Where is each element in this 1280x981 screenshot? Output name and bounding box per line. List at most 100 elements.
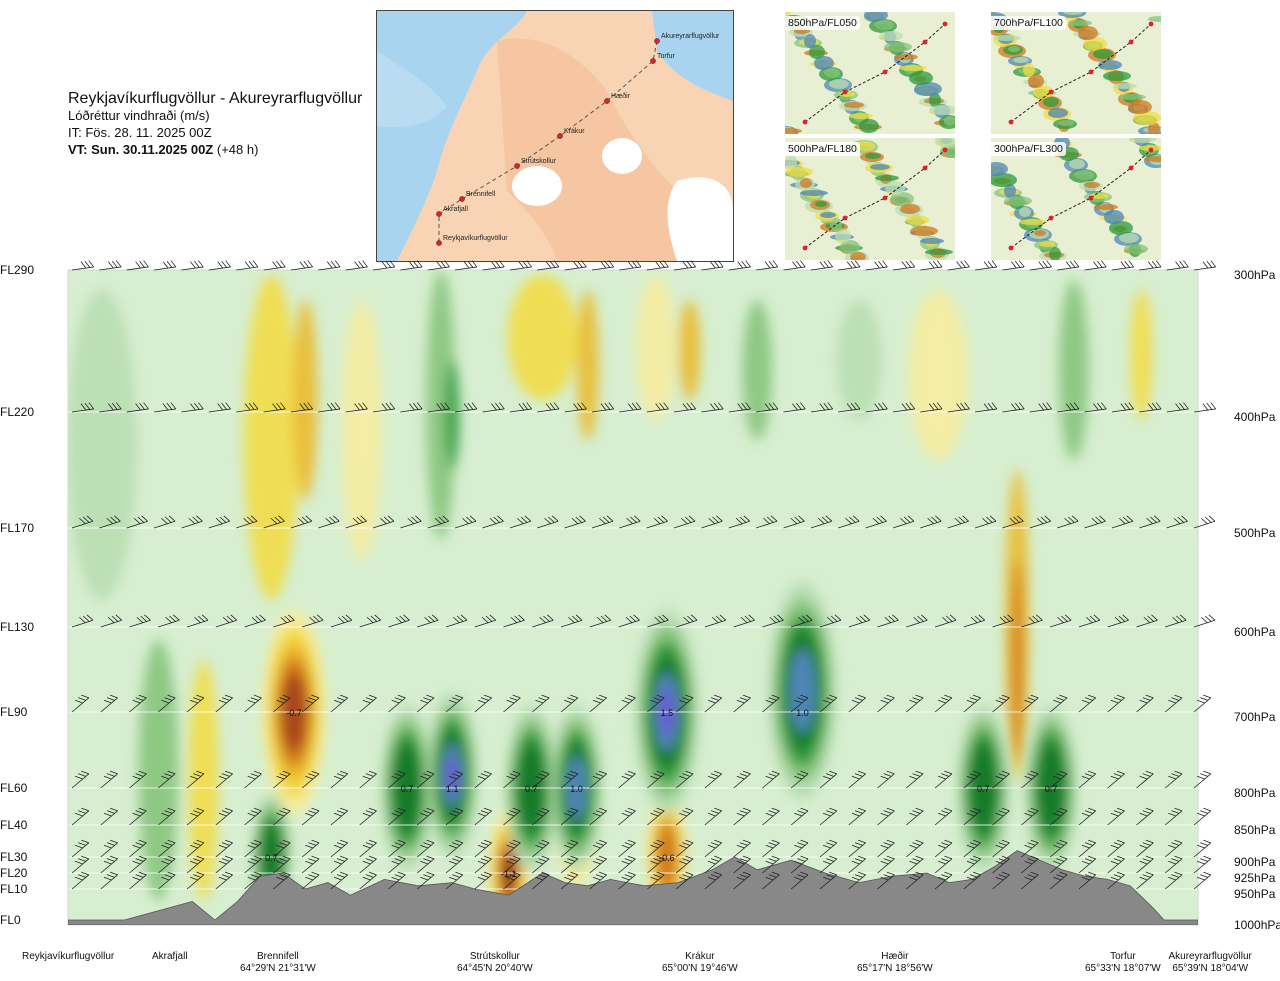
thumbnail-700[interactable]: 700hPa/FL100: [991, 12, 1161, 134]
wind-barb-icon: [345, 260, 368, 271]
wind-barb-icon: [865, 515, 887, 529]
wind-barb-icon: [532, 871, 550, 890]
wind-barb-icon: [400, 515, 422, 529]
wind-barb-icon: [877, 694, 895, 713]
wind-barb-icon: [790, 839, 809, 858]
contour-value-label: 0.7: [1045, 784, 1058, 794]
wind-barb-icon: [906, 839, 924, 858]
wind-barb-icon: [158, 807, 176, 826]
pressure-tick-label: 1000hPa: [1234, 918, 1280, 932]
fl-tick-label: FL40: [0, 818, 28, 832]
wind-barb-icon: [704, 694, 723, 713]
fl-tick-label: FL20: [0, 866, 28, 880]
fl-tick-label: FL130: [0, 620, 35, 634]
route-location-label: Akureyrarflugvöllur 65°39'N 18°04'W: [1169, 951, 1252, 975]
wind-barb-row: [71, 839, 1212, 858]
thumbnail-850[interactable]: 850hPa/FL050: [785, 12, 955, 134]
wind-barb-icon: [359, 807, 377, 826]
wind-barb-icon: [330, 871, 349, 890]
fl-tick-label: FL170: [0, 521, 35, 535]
field-band: [836, 300, 882, 420]
wind-barb-icon: [790, 855, 809, 874]
wind-barb-icon: [244, 807, 262, 826]
wind-barb-icon: [158, 871, 176, 890]
route-title: Reykjavíkurflugvöllur - Akureyrarflugvöl…: [68, 90, 363, 107]
wind-barb-icon: [1021, 839, 1039, 858]
wind-barb-icon: [920, 260, 943, 271]
wind-barb-icon: [503, 694, 521, 713]
wind-barb-icon: [244, 770, 262, 789]
field-band: [425, 270, 456, 540]
wind-barb-icon: [1136, 839, 1154, 858]
wind-barb-icon: [301, 694, 320, 713]
route-place-label: Hæðir: [611, 92, 631, 100]
wind-barb-icon: [560, 614, 583, 628]
wind-barb-icon: [372, 515, 395, 529]
wind-barb-icon: [71, 614, 94, 628]
route-place-label: Akureyrarflugvöllur: [661, 33, 720, 40]
wind-barb-icon: [619, 402, 642, 413]
location-coordinate: 65°00'N 19°46'W: [662, 963, 738, 974]
location-coordinate: 64°29'N 21°31'W: [240, 963, 316, 974]
wind-barb-icon: [819, 855, 838, 874]
wind-barb-icon: [388, 694, 406, 713]
wind-barb-icon: [388, 614, 410, 628]
location-name: Strútskollur: [469, 951, 520, 962]
wind-barb-icon: [208, 515, 230, 529]
wind-barb-icon: [186, 839, 205, 858]
wind-barb-icon: [947, 402, 970, 413]
wind-barb-icon: [1078, 807, 1097, 826]
wind-barb-icon: [215, 855, 233, 874]
wind-barb-icon: [676, 614, 698, 628]
field-band: [188, 660, 219, 900]
wind-barb-icon: [733, 694, 751, 713]
fl-tick-label: FL10: [0, 882, 28, 896]
route-place-label: Strútskollur: [521, 158, 557, 165]
wind-barb-icon: [848, 770, 866, 789]
wind-barb-icon: [783, 402, 806, 413]
wind-barb-icon: [427, 260, 450, 271]
wind-barb-icon: [158, 855, 176, 874]
wind-barb-icon: [1164, 839, 1183, 858]
valid-time-bold: VT: Sun. 30.11.2025 00Z: [68, 142, 214, 157]
route-place-label: Torfur: [657, 53, 676, 60]
wind-barb-icon: [1049, 839, 1068, 858]
wind-barb-icon: [675, 694, 694, 713]
wind-barb-icon: [359, 855, 377, 874]
thumbnail-label: 850hPa/FL050: [785, 16, 860, 30]
wind-barb-icon: [704, 871, 723, 890]
wind-barb-icon: [975, 402, 998, 413]
wind-barb-icon: [1050, 614, 1072, 628]
wind-barb-icon: [158, 694, 176, 713]
wind-barb-icon: [273, 694, 291, 713]
route-location-label: Akrafjall: [152, 951, 188, 963]
route-location-label: Strútskollur 64°45'N 20°40'W: [457, 951, 533, 975]
wind-barb-icon: [1084, 260, 1107, 271]
wind-barb-icon: [416, 871, 435, 890]
thumbnail-300[interactable]: 300hPa/FL300: [991, 138, 1161, 260]
wind-barb-icon: [647, 807, 665, 826]
wind-barb-icon: [618, 614, 640, 628]
wind-barb-icon: [129, 614, 151, 628]
thumbnail-500[interactable]: 500hPa/FL180: [785, 138, 955, 260]
wind-barb-icon: [1193, 807, 1212, 826]
field-band: [292, 300, 318, 500]
valid-time: VT: Sun. 30.11.2025 00Z (+48 h): [68, 141, 398, 158]
wind-barb-icon: [537, 515, 559, 529]
wind-barb-icon: [728, 402, 751, 413]
pressure-tick-label: 950hPa: [1234, 887, 1276, 901]
wind-barb-icon: [71, 770, 90, 789]
glacier-vatnajokull: [667, 177, 733, 261]
wind-barb-icon: [1193, 855, 1212, 874]
wind-barb-icon: [482, 515, 504, 529]
wind-barb-icon: [215, 614, 237, 628]
wind-barb-icon: [1166, 402, 1189, 413]
wind-barb-icon: [273, 770, 291, 789]
wind-barb-icon: [646, 260, 669, 271]
wind-barb-icon: [445, 694, 464, 713]
wind-barb-icon: [1193, 260, 1217, 271]
wind-barb-icon: [704, 614, 727, 628]
wind-barb-icon: [537, 260, 560, 271]
wind-barb-icon: [675, 855, 694, 874]
wind-barb-icon: [388, 871, 406, 890]
